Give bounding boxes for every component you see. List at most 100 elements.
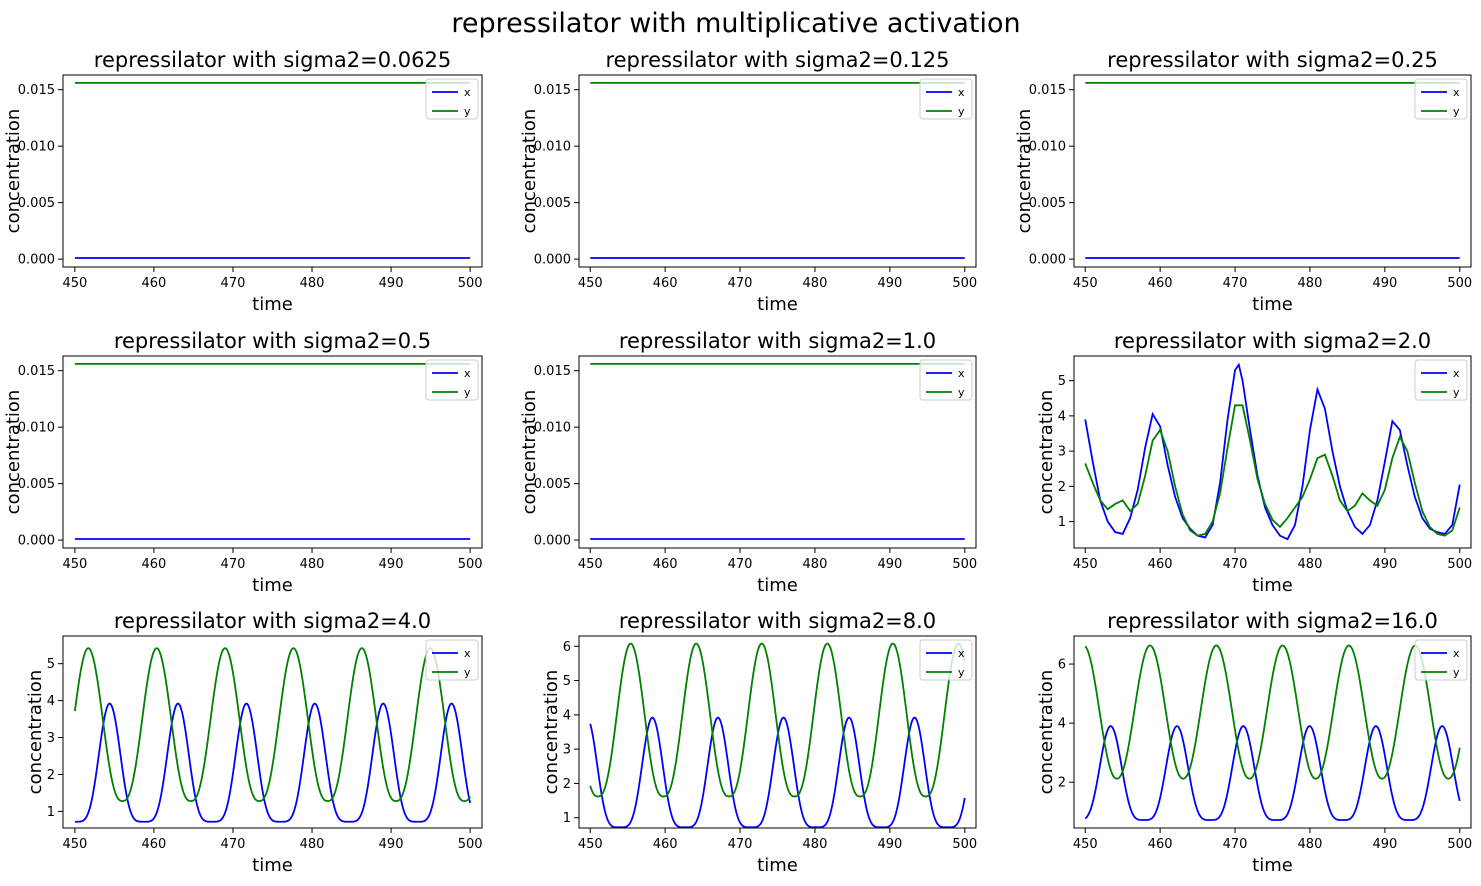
legend-box [919,359,973,401]
x-axis-label: time [1252,855,1293,876]
y-tick-label: 5 [47,657,55,672]
y-axis-label: concentration [25,670,46,795]
x-tick-label: 460 [653,276,678,291]
subplot-4: repressilator with sigma2=0.5 450 460 470 48… [3,329,483,596]
x-axis-label: time [252,294,293,315]
x-tick-label: 470 [728,276,753,291]
legend-box [425,78,479,120]
y-tick-label: 1 [563,811,571,826]
x-axis-label: time [252,575,293,596]
x-tick-label: 490 [1372,276,1397,291]
x-tick-label: 460 [1148,276,1173,291]
plot-area [73,647,472,823]
x-tick-label: 450 [578,557,603,572]
y-axis-label: concentration [3,109,24,234]
x-tick-label: 480 [300,557,325,572]
y-tick-label: 3 [47,731,55,746]
y-tick-label: 2 [563,777,571,792]
x-tick-label: 450 [1073,837,1098,852]
y-tick-label: 0.015 [1029,83,1066,98]
x-tick-label: 480 [1298,837,1323,852]
x-tick-label: 490 [1372,557,1397,572]
axes-frame [1073,74,1472,268]
x-tick-label: 500 [458,557,483,572]
x-tick-label: 450 [1073,557,1098,572]
x-tick-label: 450 [1073,276,1098,291]
x-tick-label: 490 [877,557,902,572]
x-tick-label: 480 [300,837,325,852]
plot-area [1085,82,1460,259]
y-axis-label: concentration [1014,109,1035,234]
y-tick-label: 0.015 [18,83,55,98]
x-tick-label: 460 [142,557,167,572]
x-tick-label: 470 [221,557,246,572]
series-y-line [1084,404,1461,537]
axes-frame [62,635,483,829]
series-x-line [1084,362,1461,541]
axes-frame [1073,355,1472,549]
x-axis-label: time [252,855,293,876]
x-tick-label: 450 [62,557,87,572]
y-tick-label: 0.005 [18,196,55,211]
x-axis-label: time [757,575,798,596]
subplot-3: repressilator with sigma2=0.25 450 460 470 4… [1014,48,1472,315]
x-tick-label: 450 [62,276,87,291]
y-tick-label: 2 [1058,480,1066,495]
legend: xy [919,359,973,401]
x-tick-label: 490 [877,276,902,291]
legend-label-x: x [464,367,471,380]
x-tick-label: 450 [578,276,603,291]
y-tick-label: 3 [563,743,571,758]
subplot-title: repressilator with sigma2=8.0 [619,609,936,633]
y-tick-label: 3 [1058,445,1066,460]
y-tick-label: 1 [1058,515,1066,530]
series-y-line [73,647,471,802]
x-tick-label: 450 [578,837,603,852]
x-tick-label: 460 [1148,837,1173,852]
y-tick-label: 0.000 [1029,253,1066,268]
legend: xy [425,639,479,681]
legend-box [425,639,479,681]
plot-area [74,363,471,540]
legend-label-y: y [1453,666,1460,679]
plot-area [590,82,965,259]
x-tick-label: 460 [142,837,167,852]
x-tick-label: 470 [1223,557,1248,572]
x-tick-label: 460 [653,557,678,572]
x-tick-label: 470 [1223,276,1248,291]
x-tick-label: 490 [379,837,404,852]
y-axis-label: concentration [3,390,24,515]
subplot-1: repressilator with sigma2=0.0625 450 460 47… [3,48,483,315]
subplot-title: repressilator with sigma2=16.0 [1107,609,1438,633]
subplot-title: repressilator with sigma2=0.0625 [94,48,451,72]
x-tick-label: 460 [1148,557,1173,572]
legend-label-y: y [464,105,471,118]
x-tick-label: 470 [728,837,753,852]
y-tick-label: 6 [1058,658,1066,673]
y-tick-label: 6 [563,640,571,655]
y-tick-label: 0.000 [534,253,571,268]
y-tick-label: 2 [47,768,55,783]
legend-label-y: y [958,666,965,679]
x-tick-label: 460 [142,276,167,291]
subplot-5: repressilator with sigma2=1.0 450 460 470 48… [519,329,977,596]
legend-label-x: x [958,367,965,380]
x-tick-label: 500 [952,276,977,291]
subplot-title: repressilator with sigma2=4.0 [114,609,431,633]
x-axis-label: time [1252,575,1293,596]
plot-area [590,363,965,540]
y-tick-label: 0.015 [534,364,571,379]
y-tick-label: 5 [563,674,571,689]
x-tick-label: 470 [221,837,246,852]
x-tick-label: 490 [379,276,404,291]
y-tick-label: 0.010 [18,140,55,155]
subplot-9: repressilator with sigma2=16.0 450 460 470 4… [1036,609,1472,876]
y-axis-label: concentration [1036,670,1057,795]
axes-frame [1073,635,1472,829]
y-tick-label: 1 [47,805,55,820]
legend: xy [919,639,973,681]
x-axis-label: time [757,294,798,315]
y-axis-label: concentration [541,670,562,795]
